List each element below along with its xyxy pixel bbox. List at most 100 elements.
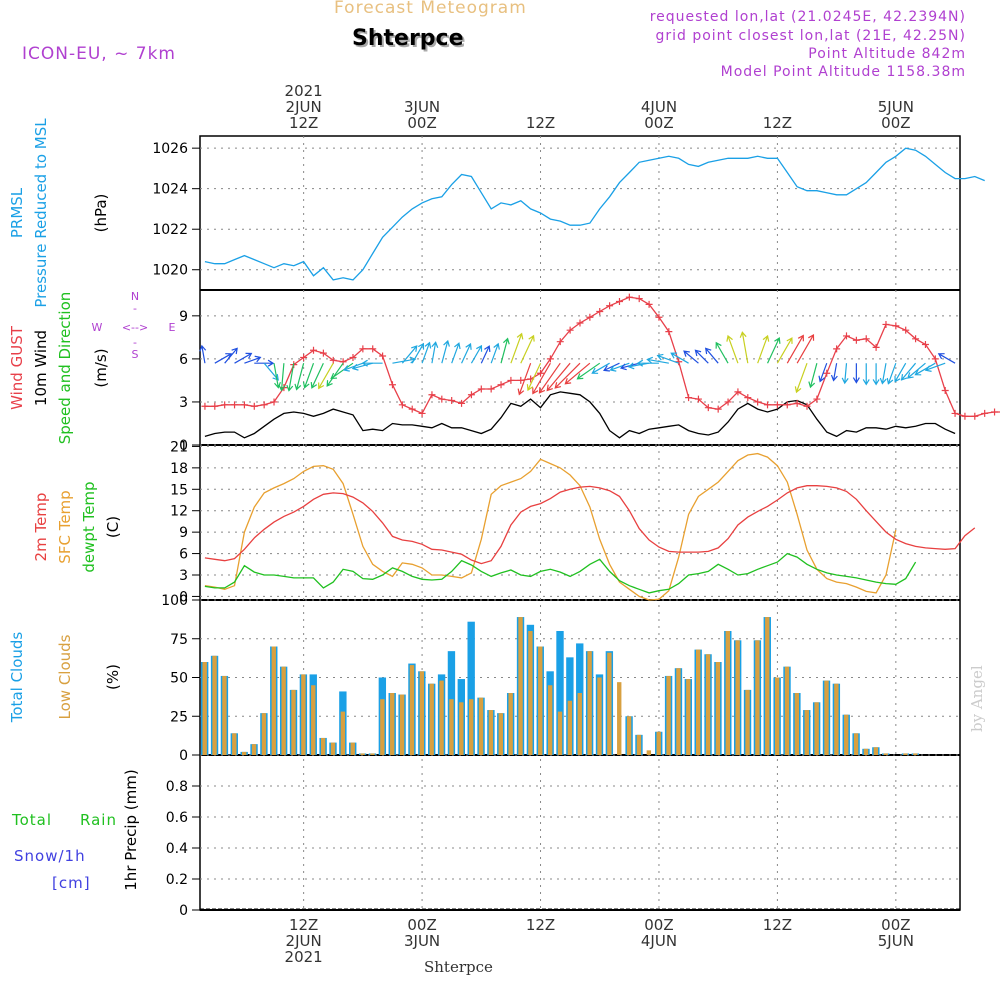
y-tick-label: 21 xyxy=(170,439,188,455)
y-tick-label: 25 xyxy=(170,709,188,725)
gust-marker xyxy=(892,322,900,330)
y-tick-label: 3 xyxy=(179,395,188,411)
low-cloud-bar xyxy=(212,655,217,755)
gust-marker xyxy=(477,385,485,393)
wind-arrow xyxy=(244,355,262,364)
gust-marker xyxy=(625,293,633,301)
y-tick-label: 50 xyxy=(170,671,188,687)
gust-marker xyxy=(971,412,979,420)
low-cloud-bar xyxy=(824,680,829,755)
wind-arrow xyxy=(656,353,679,364)
wind-arrow xyxy=(431,341,439,364)
plot-frame xyxy=(199,135,961,911)
bottom-time-label: 00Z xyxy=(881,916,910,934)
gust-marker xyxy=(556,338,564,346)
gust-marker xyxy=(951,409,959,417)
pressure-subtitle: Pressure Reduced to MSL xyxy=(32,118,50,308)
bottom-time-label: 5JUN xyxy=(878,932,914,950)
wind-arrow xyxy=(351,362,373,371)
gust-marker xyxy=(349,353,357,361)
wind-arrow xyxy=(852,363,860,384)
wind-arrow xyxy=(739,331,749,364)
low-cloud-bar xyxy=(656,731,661,755)
gust-marker xyxy=(359,345,367,353)
y-tick-label: 1024 xyxy=(152,182,188,198)
top-time-label: 00Z xyxy=(644,114,673,132)
gust-marker xyxy=(961,412,969,420)
bottom-time-label: 4JUN xyxy=(641,932,677,950)
wind-arrow xyxy=(757,334,770,364)
gust-marker xyxy=(260,401,268,409)
gust-marker xyxy=(842,332,850,340)
gust-marker xyxy=(418,409,426,417)
gust-marker xyxy=(862,335,870,343)
low-cloud-bar xyxy=(834,683,839,755)
low-cloud-bar xyxy=(903,753,908,755)
wind-arrow xyxy=(715,341,729,364)
gust-marker xyxy=(586,313,594,321)
gust-marker xyxy=(369,345,377,353)
y-tick-label: 1022 xyxy=(152,222,188,238)
gust-marker xyxy=(319,349,327,357)
snow-title: Snow/1h xyxy=(14,847,86,865)
gust-marker xyxy=(329,356,337,364)
gust-marker xyxy=(724,398,732,406)
low-cloud-bar xyxy=(488,710,494,755)
low-cloud-bar xyxy=(784,666,790,755)
wind-arrow xyxy=(273,363,281,389)
low-cloud-bar xyxy=(390,693,395,755)
gust-marker xyxy=(793,399,801,407)
y-tick-label: 15 xyxy=(170,482,188,498)
top-time-label: 12Z xyxy=(526,114,555,132)
sfc-title: SFC Temp xyxy=(56,490,74,563)
y-tick-label: 0.8 xyxy=(166,779,188,795)
wind-arrow xyxy=(326,362,344,387)
top-time-label: 2021 xyxy=(285,82,323,100)
compass-dash: - xyxy=(133,336,137,349)
low-cloud-bar xyxy=(853,733,859,755)
t2m-title: 2m Temp xyxy=(32,493,50,562)
low-cloud-bar xyxy=(765,617,770,755)
wind-gust-line xyxy=(204,296,1000,417)
wind-arrow xyxy=(546,362,571,392)
gust-marker xyxy=(902,326,910,334)
gust-marker xyxy=(487,385,495,393)
y-tick-label: 0.6 xyxy=(166,810,188,826)
low-cloud-bar xyxy=(587,651,592,755)
wind-arrow xyxy=(510,332,524,364)
y-tick-label: 3 xyxy=(179,568,188,584)
gust-marker xyxy=(398,401,406,409)
low-cloud-bar xyxy=(291,689,296,755)
wind-arrow xyxy=(879,363,887,385)
bottom-time-label: 12Z xyxy=(289,916,318,934)
wind-arrow xyxy=(286,363,295,392)
gust-marker xyxy=(714,405,722,413)
gust-marker xyxy=(694,395,702,403)
wind-arrow xyxy=(421,341,432,364)
low-cloud-bar xyxy=(241,751,247,755)
gust-marker xyxy=(448,397,456,405)
wind-arrow xyxy=(342,362,364,372)
low-cloud-bar xyxy=(557,711,563,755)
gust-marker xyxy=(546,355,554,363)
low-cloud-bar xyxy=(814,702,819,755)
low-cloud-bar xyxy=(350,742,355,755)
gust-marker xyxy=(754,398,762,406)
y-tick-label: 6 xyxy=(179,547,188,563)
wind-arrow xyxy=(532,362,551,395)
low-cloud-bar xyxy=(636,734,642,755)
gust-marker xyxy=(438,395,446,403)
wind-arrow xyxy=(411,342,425,364)
low-cloud-bar xyxy=(676,668,681,755)
low-cloud-bar xyxy=(261,713,267,755)
compass-n: N xyxy=(131,290,139,303)
wind-arrow xyxy=(591,362,610,374)
gust-marker xyxy=(912,335,920,343)
requested-coords: requested lon,lat (21.0245E, 42.2394N) xyxy=(649,9,966,25)
low-cloud-bar xyxy=(380,699,385,755)
low-cloud-bar xyxy=(755,640,760,755)
low-clouds-title: Low Clouds xyxy=(56,634,74,719)
gridpoint-coords: grid point closest lon,lat (21E, 42.25N) xyxy=(655,28,966,44)
gust-marker xyxy=(734,388,742,396)
gust-marker xyxy=(428,391,436,399)
